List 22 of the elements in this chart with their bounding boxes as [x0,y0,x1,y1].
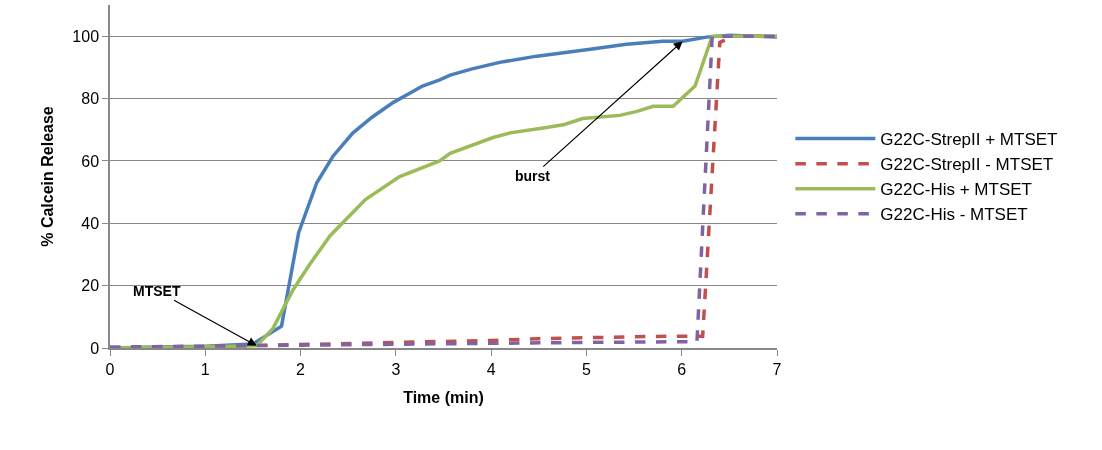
y-tick-label: 100 [72,27,100,45]
y-tick-label: 60 [81,152,100,170]
y-tick-label: 20 [81,277,100,295]
annotation: burst [515,168,551,184]
legend-label: G22C-His - MTSET [880,205,1028,225]
x-tick-label: 7 [772,360,782,378]
legend-label: G22C-StrepII - MTSET [880,155,1054,175]
x-tick-label: 6 [677,360,687,378]
x-tick-label: 0 [105,360,115,378]
y-tick-label: 0 [90,339,100,357]
y-tick-label: 80 [81,90,100,108]
x-tick-label: 1 [200,360,210,378]
x-tick-label: 5 [581,360,591,378]
x-tick-label: 2 [296,360,306,378]
x-tick-label: 3 [391,360,401,378]
y-tick-label: 40 [81,214,100,232]
legend-label: G22C-His + MTSET [880,180,1032,200]
y-axis-title: % Calcein Release [38,106,56,247]
annotation: MTSET [133,283,181,299]
legend-label: G22C-StrepII + MTSET [880,130,1058,150]
x-axis-title: Time (min) [403,389,484,407]
x-tick-label: 4 [486,360,496,378]
